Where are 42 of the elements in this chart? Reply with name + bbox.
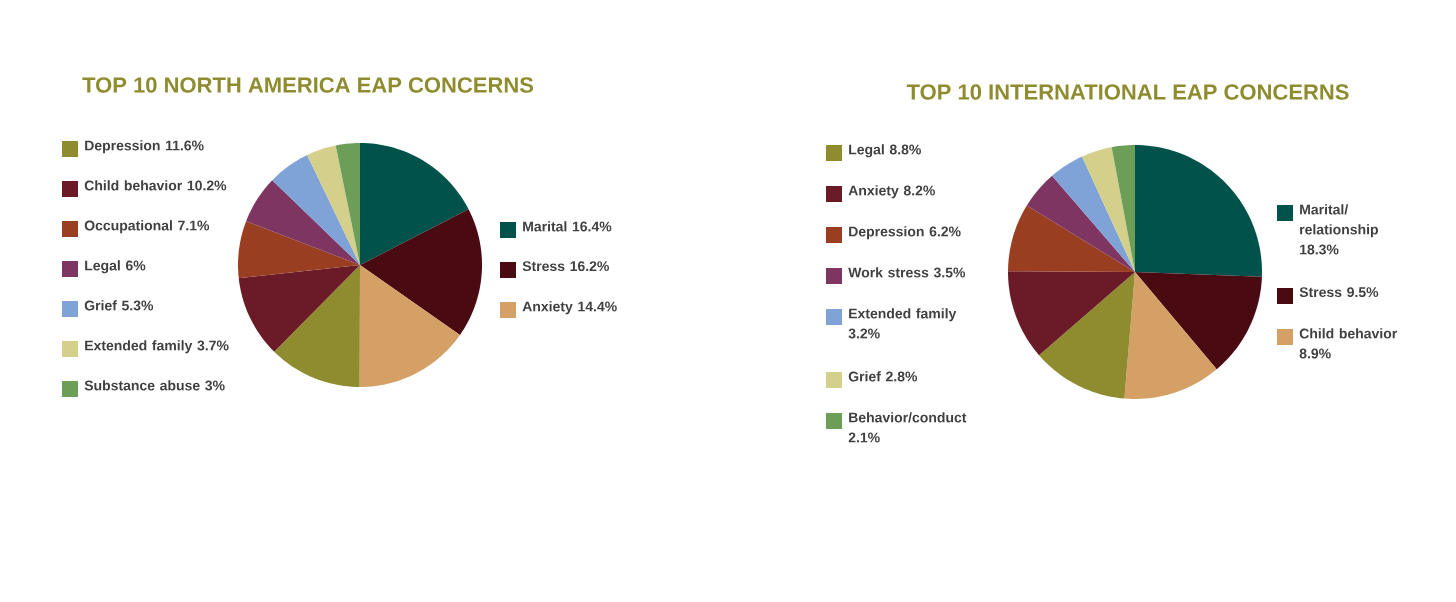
data-label: 10.2% <box>187 180 227 191</box>
legend-label: Extended family <box>85 340 193 354</box>
chart-title: TOP 10 NORTH AMERICA EAP CONCERNS <box>82 77 534 93</box>
data-label: 8.9% <box>1299 348 1331 359</box>
legend-label: Grief <box>84 300 117 311</box>
legend-label: Child behavior <box>84 180 183 191</box>
data-label: 6.2% <box>929 226 961 237</box>
data-label: 16.4% <box>572 221 612 232</box>
data-label: 18.3% <box>1300 244 1339 255</box>
legend-label: Marital <box>523 221 567 232</box>
data-label: 14.4% <box>578 301 617 312</box>
legend-label: Stress <box>522 261 565 272</box>
legend-label: Anxiety <box>848 185 899 199</box>
legend-label: Extended family <box>849 308 957 322</box>
data-label: 3.5% <box>933 267 966 278</box>
legend-label: Depression <box>849 226 924 240</box>
data-label: 2.8% <box>886 371 918 382</box>
data-label: 9.5% <box>1347 287 1379 298</box>
data-label: 7.1% <box>178 220 210 231</box>
data-label: 2.1% <box>848 432 880 443</box>
legend-label: Occupational <box>84 220 172 234</box>
chart-title: TOP 10 INTERNATIONAL EAP CONCERNS <box>906 84 1349 100</box>
legend-label: Stress <box>1299 287 1342 298</box>
legend-label: Legal <box>85 260 120 274</box>
data-label: 16.2% <box>570 261 609 272</box>
legend-label: Grief <box>848 371 881 382</box>
legend-label: Depression <box>85 140 160 154</box>
data-label: 5.3% <box>121 300 154 311</box>
data-label: 8.2% <box>903 185 935 196</box>
data-label: 6% <box>125 260 146 271</box>
legend-label: Work stress <box>848 267 929 278</box>
data-label: 3.2% <box>848 328 880 339</box>
legend-label: Substance abuse <box>84 380 200 391</box>
data-label: 11.6% <box>166 140 204 151</box>
data-label: 3.7% <box>197 340 229 351</box>
legend-label: Marital/ relationship <box>1300 204 1378 238</box>
legend-label: Anxiety <box>522 301 573 315</box>
legend-label: Behavior/conduct <box>849 412 967 423</box>
legend-label: Child behavior <box>1299 328 1398 339</box>
data-label: 8.8% <box>889 144 921 155</box>
data-label: 3% <box>205 380 225 391</box>
legend-label: Legal <box>849 144 884 158</box>
